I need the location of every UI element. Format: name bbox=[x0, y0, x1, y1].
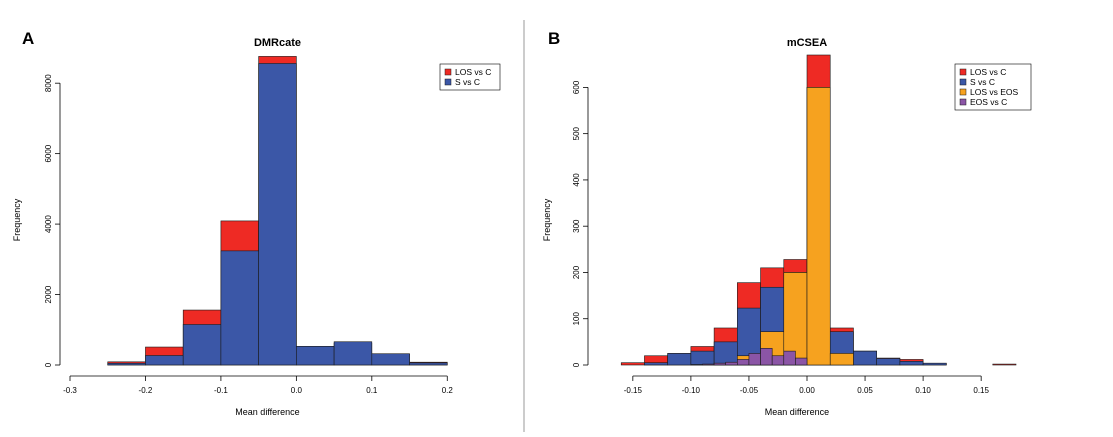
x-tick-label: 0.05 bbox=[857, 386, 873, 395]
legend-swatch bbox=[444, 78, 452, 86]
chart-title: DMRcate bbox=[254, 37, 301, 49]
y-tick-label: 400 bbox=[572, 173, 581, 187]
x-tick-label: -0.2 bbox=[139, 386, 153, 395]
bar-s-vs-c-14 bbox=[922, 362, 947, 366]
bar-los-vs-eos-9 bbox=[806, 87, 831, 366]
bar-eos-vs-c-5 bbox=[748, 353, 761, 366]
y-tick-label: 600 bbox=[572, 80, 581, 94]
chart-title: mCSEA bbox=[787, 37, 827, 49]
bar-eos-vs-c-1 bbox=[702, 363, 715, 366]
x-tick-label: -0.1 bbox=[214, 386, 228, 395]
legend-label: LOS vs C bbox=[970, 67, 1006, 77]
x-tick-label: 0.00 bbox=[799, 386, 815, 395]
bar-eos-vs-c-4 bbox=[737, 359, 750, 366]
x-tick-label: -0.3 bbox=[63, 386, 77, 395]
panel-letter-b: B bbox=[548, 29, 560, 48]
y-axis-label: Frequency bbox=[542, 198, 552, 241]
x-tick-label: 0.1 bbox=[366, 386, 378, 395]
bar-s-vs-c-4 bbox=[220, 250, 259, 366]
legend-box bbox=[439, 63, 501, 91]
bar-eos-vs-c-8 bbox=[783, 350, 796, 366]
bar-los-vs-c-17 bbox=[992, 363, 1017, 366]
legend-label: S vs C bbox=[970, 77, 995, 87]
x-tick-label: 0.15 bbox=[973, 386, 989, 395]
x-axis-label: Mean difference bbox=[235, 407, 299, 417]
bar-los-vs-eos-10 bbox=[829, 353, 854, 366]
y-tick-label: 6000 bbox=[44, 144, 53, 162]
x-tick-label: 0.2 bbox=[442, 386, 454, 395]
x-tick-label: 0.10 bbox=[915, 386, 931, 395]
bar-eos-vs-c-6 bbox=[760, 348, 773, 366]
y-tick-label: 2000 bbox=[44, 285, 53, 303]
bar-s-vs-c-2 bbox=[644, 362, 668, 366]
y-tick-label: 0 bbox=[44, 362, 53, 367]
mcsea-histogram: mCSEA -0.15 -0.10 -0.05 0.00 0.05 0.10 0.15 0 100… bbox=[542, 37, 1032, 417]
bar-eos-vs-c-7 bbox=[771, 355, 785, 366]
y-tick-label: 8000 bbox=[44, 74, 53, 92]
bar-s-vs-c-6 bbox=[296, 346, 335, 366]
legend-label: S vs C bbox=[455, 77, 480, 87]
legend-swatch bbox=[959, 78, 967, 86]
panel-letter-a: A bbox=[22, 29, 34, 48]
bar-s-vs-c-1 bbox=[107, 362, 146, 366]
y-tick-label: 200 bbox=[572, 265, 581, 279]
dmrcate-histogram: DMRcate -0.3 -0.2 -0.1 0.0 0.1 0.2 0 2000 4000 600… bbox=[12, 37, 501, 417]
legend-label: LOS vs EOS bbox=[970, 87, 1019, 97]
legend-swatch bbox=[444, 68, 452, 76]
bar-s-vs-c-8 bbox=[371, 353, 410, 366]
x-tick-label: -0.10 bbox=[682, 386, 701, 395]
bar-s-vs-c-5 bbox=[713, 341, 738, 366]
legend-swatch bbox=[959, 68, 967, 76]
bar-s-vs-c-5 bbox=[258, 63, 297, 366]
legend-label: LOS vs C bbox=[455, 67, 491, 77]
bar-s-vs-c-3 bbox=[182, 324, 222, 366]
x-tick-label: 0.0 bbox=[291, 386, 303, 395]
y-tick-label: 0 bbox=[572, 362, 581, 367]
x-axis-label: Mean difference bbox=[765, 407, 829, 417]
bar-s-vs-c-7 bbox=[333, 341, 373, 366]
y-tick-label: 300 bbox=[572, 219, 581, 233]
x-tick-label: -0.15 bbox=[624, 386, 643, 395]
legend-box bbox=[954, 63, 1032, 111]
legend-swatch bbox=[959, 98, 967, 106]
y-tick-label: 4000 bbox=[44, 215, 53, 233]
bar-s-vs-c-4 bbox=[690, 350, 715, 366]
y-tick-label: 100 bbox=[572, 312, 581, 326]
bar-eos-vs-c-2 bbox=[713, 362, 727, 366]
legend-swatch bbox=[959, 88, 967, 96]
bar-s-vs-c-9 bbox=[409, 362, 448, 366]
bar-s-vs-c-13 bbox=[899, 360, 924, 366]
bar-eos-vs-c-9 bbox=[795, 357, 808, 366]
y-axis-label: Frequency bbox=[12, 198, 22, 241]
y-tick-label: 500 bbox=[572, 126, 581, 140]
bar-s-vs-c-12 bbox=[876, 358, 901, 366]
bar-s-vs-c-11 bbox=[853, 350, 877, 366]
bar-los-vs-c-1 bbox=[620, 362, 645, 366]
bar-eos-vs-c-3 bbox=[725, 361, 738, 366]
x-tick-label: -0.05 bbox=[740, 386, 759, 395]
bar-s-vs-c-2 bbox=[145, 355, 184, 366]
bar-s-vs-c-3 bbox=[667, 353, 692, 366]
legend-label: EOS vs C bbox=[970, 97, 1007, 107]
